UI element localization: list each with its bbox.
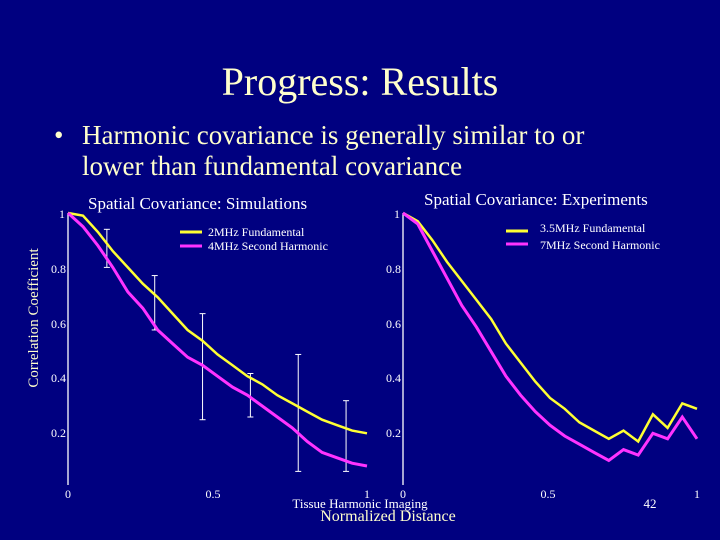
sim-xtick-1: 1 bbox=[364, 487, 370, 501]
sim-ytick-0.2: 0.2 bbox=[51, 426, 66, 440]
sim-legend-fundamental: 2MHz Fundamental bbox=[208, 225, 305, 239]
sim-ytick-0.6: 0.6 bbox=[51, 317, 66, 331]
sim-xtick-0: 0 bbox=[65, 487, 71, 501]
error-bar bbox=[247, 372, 254, 418]
exp-series-fundamental bbox=[402, 211, 698, 444]
sim-xtick-0.5: 0.5 bbox=[206, 487, 221, 501]
sim-ytick-1: 1 bbox=[59, 207, 65, 221]
exp-ytick-0.4: 0.4 bbox=[386, 371, 401, 385]
exp-xtick-1: 1 bbox=[694, 487, 700, 501]
sim-error-bars bbox=[103, 228, 350, 472]
exp-ytick-1: 1 bbox=[394, 207, 400, 221]
sim-ytick-0.4: 0.4 bbox=[51, 371, 66, 385]
page-number: 42 bbox=[644, 496, 657, 511]
sim-ytick-0.8: 0.8 bbox=[51, 262, 66, 276]
exp-xtick-0: 0 bbox=[400, 487, 406, 501]
exp-ytick-0.2: 0.2 bbox=[386, 426, 401, 440]
exp-annotation: Tissue Harmonic Imaging bbox=[292, 496, 428, 511]
exp-series-harmonic bbox=[402, 211, 699, 463]
exp-ytick-0.6: 0.6 bbox=[386, 317, 401, 331]
exp-x-axis-label: Normalized Distance bbox=[320, 508, 456, 525]
experiments-chart: Spatial Covariance: Experiments 1 0.8 0.… bbox=[292, 190, 700, 525]
sim-series-harmonic bbox=[66, 211, 368, 468]
exp-xtick-0.5: 0.5 bbox=[541, 487, 556, 501]
exp-legend-fundamental: 3.5MHz Fundamental bbox=[540, 221, 646, 235]
exp-legend-harmonic: 7MHz Second Harmonic bbox=[540, 238, 660, 252]
slide-title: Progress: Results bbox=[221, 59, 499, 104]
error-bar bbox=[295, 353, 302, 472]
sim-legend-harmonic: 4MHz Second Harmonic bbox=[208, 239, 328, 253]
exp-title: Spatial Covariance: Experiments bbox=[424, 190, 648, 209]
sim-title: Spatial Covariance: Simulations bbox=[88, 194, 307, 213]
sim-y-axis-label: Correlation Coefficient bbox=[26, 248, 42, 388]
sim-series-fundamental bbox=[67, 211, 368, 435]
simulations-chart: Spatial Covariance: Simulations Correlat… bbox=[26, 194, 370, 501]
exp-ytick-0.8: 0.8 bbox=[386, 262, 401, 276]
bullet-text-line2: lower than fundamental covariance bbox=[82, 151, 463, 181]
bullet-text-line1: Harmonic covariance is generally similar… bbox=[82, 120, 585, 150]
bullet-marker: • bbox=[54, 120, 64, 150]
